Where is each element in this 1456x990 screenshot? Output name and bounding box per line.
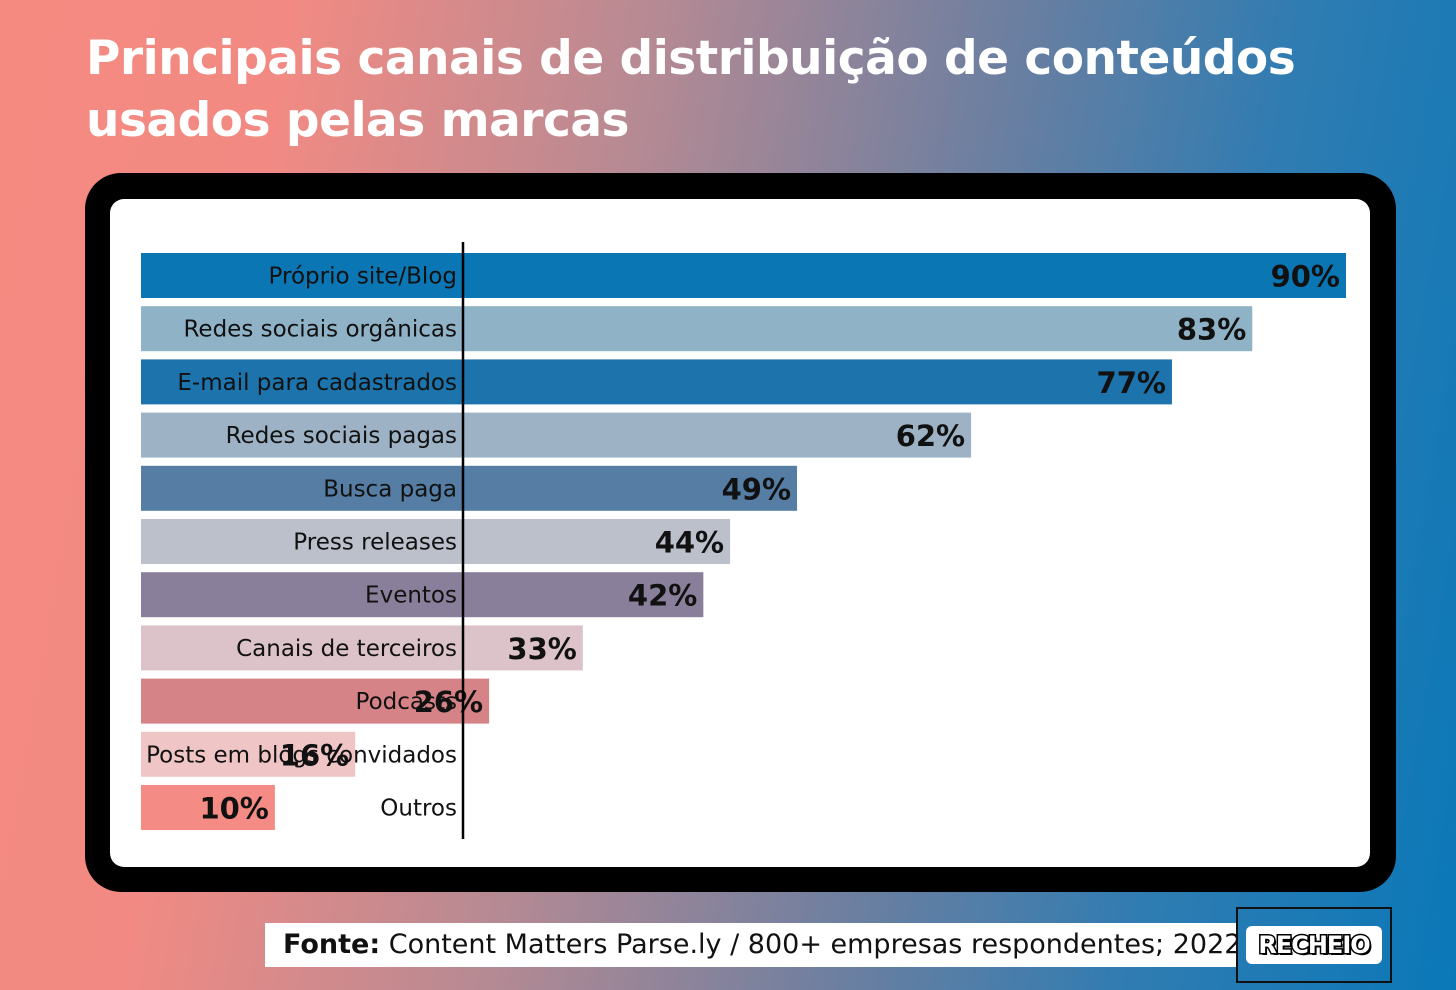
category-label: Outros (380, 796, 457, 822)
category-label: Próprio site/Blog (269, 264, 457, 290)
value-label: 42% (628, 579, 697, 613)
source-text: Content Matters Parse.ly / 800+ empresas… (380, 929, 1237, 960)
bar-8 (141, 625, 583, 671)
category-label: Press releases (293, 530, 457, 556)
value-label: 49% (722, 472, 791, 506)
value-label: 33% (507, 632, 576, 666)
brand-logo-text: RECHEIO (1257, 930, 1372, 961)
bar-chart: Próprio site/Blog 90% Redes sociais orgâni… (141, 242, 1346, 839)
category-label: Posts em blogs convidados (146, 742, 457, 768)
value-label: 44% (655, 526, 724, 560)
brand-logo-badge: RECHEIO (1246, 926, 1382, 964)
bar-6 (141, 519, 731, 564)
chart-title: Principais canais de distribuição de con… (86, 28, 1386, 152)
bar-9 (141, 678, 490, 724)
value-label: 62% (896, 419, 965, 453)
chart-title-line-1: Principais canais de distribuição de con… (86, 31, 1296, 86)
bar-7 (141, 572, 704, 618)
category-label: Busca paga (323, 476, 457, 502)
bar-1 (141, 253, 1346, 298)
value-label: 10% (199, 792, 268, 826)
chart-panel: Próprio site/Blog 90% Redes sociais orgâni… (110, 199, 1370, 867)
category-label: Redes sociais orgânicas (183, 317, 457, 343)
category-label: E-mail para cadastrados (177, 370, 457, 396)
bar-11 (141, 785, 275, 830)
category-label: Podcasts (356, 689, 457, 715)
bar-10 (141, 731, 356, 777)
value-label: 90% (1271, 260, 1340, 294)
category-label: Eventos (365, 583, 457, 609)
value-label: 16% (280, 738, 349, 772)
brand-logo: RECHEIO (1236, 907, 1392, 983)
source-label: Fonte: (283, 929, 381, 960)
value-label: 83% (1177, 313, 1246, 347)
source-note: Fonte: Content Matters Parse.ly / 800+ e… (265, 923, 1237, 967)
value-label: 77% (1097, 366, 1166, 400)
bar-2 (141, 306, 1253, 352)
category-label: Redes sociais pagas (226, 423, 457, 449)
bar-3 (141, 359, 1172, 405)
chart-title-line-2: usados pelas marcas (86, 93, 630, 148)
bar-4 (141, 412, 972, 458)
bar-5 (141, 465, 798, 511)
value-label: 26% (414, 685, 483, 719)
category-label: Canais de terceiros (236, 636, 457, 662)
